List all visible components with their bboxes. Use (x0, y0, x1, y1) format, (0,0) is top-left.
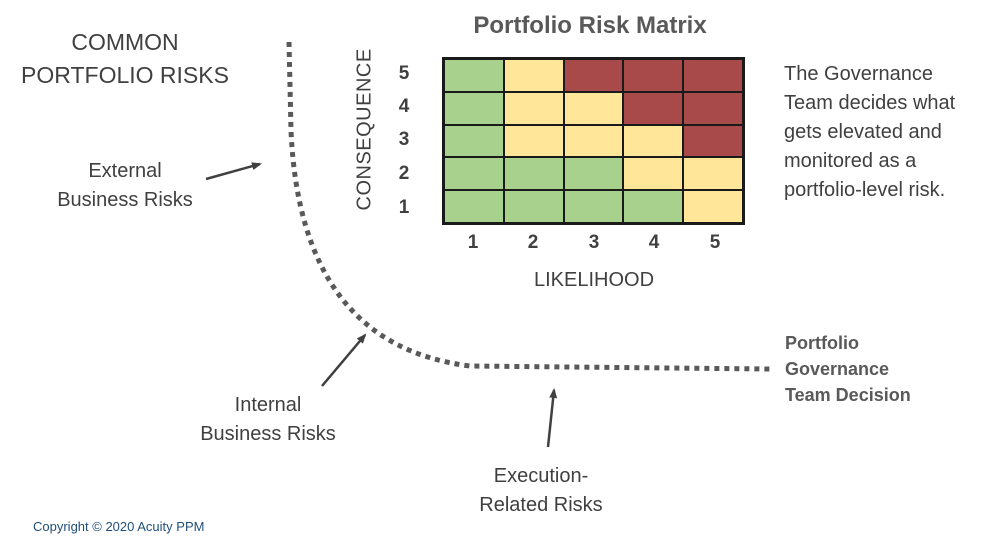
decision-line: Governance (785, 359, 890, 379)
risk-cell-low (444, 190, 504, 223)
decision-line: Portfolio (785, 333, 859, 353)
external-business-risks-label: External Business Risks (40, 157, 210, 215)
column-label: 2 (527, 232, 539, 253)
risk-cell-mid (563, 124, 624, 158)
column-label: 5 (709, 232, 721, 253)
note-line: gets elevated and (784, 121, 942, 143)
heading-line: PORTFOLIO RISKS (21, 62, 229, 88)
risk-cell-mid (503, 124, 564, 158)
row-label: 1 (398, 197, 410, 218)
label-line: Business Risks (57, 189, 193, 211)
note-line: monitored as a (784, 150, 917, 172)
risk-cell-mid (623, 124, 684, 158)
dotted-boundary-curve (286, 41, 771, 372)
label-line: Related Risks (479, 494, 603, 516)
risk-cell-low (444, 157, 504, 191)
row-label: 5 (398, 63, 410, 84)
label-line: Internal (234, 394, 302, 416)
column-label: 4 (648, 232, 660, 253)
governance-decision-label: Portfolio Governance Team Decision (785, 330, 985, 408)
risk-cell-low (563, 190, 624, 223)
risk-cell-low (563, 157, 624, 191)
execution-related-risks-label: Execution- Related Risks (456, 462, 626, 520)
note-line: Team decides what (784, 92, 956, 114)
likelihood-axis-label: LIKELIHOOD (533, 269, 655, 291)
note-line: portfolio-level risk. (784, 179, 946, 201)
risk-cell-low (623, 190, 684, 223)
risk-cell-mid (503, 91, 564, 125)
execution-arrow (546, 388, 558, 448)
common-risks-heading: COMMON PORTFOLIO RISKS (20, 26, 230, 92)
risk-cell-high (683, 59, 743, 92)
note-line: The Governance (784, 63, 933, 85)
external-arrow (205, 162, 262, 181)
risk-cell-high (563, 59, 624, 92)
label-line: Execution- (493, 465, 589, 487)
internal-business-risks-label: Internal Business Risks (183, 391, 353, 449)
consequence-axis-label: CONSEQUENCE (353, 48, 376, 211)
risk-cell-mid (563, 91, 624, 125)
row-label: 3 (398, 129, 410, 150)
heading-line: COMMON (71, 29, 179, 55)
risk-matrix-grid (442, 57, 745, 225)
risk-cell-high (683, 91, 743, 125)
copyright-notice: Copyright © 2020 Acuity PPM (33, 519, 205, 534)
label-line: External (88, 160, 162, 182)
risk-cell-high (623, 91, 684, 125)
risk-cell-low (444, 91, 504, 125)
risk-cell-mid (623, 157, 684, 191)
risk-cell-high (683, 124, 743, 158)
risk-cell-mid (683, 157, 743, 191)
risk-cell-low (444, 124, 504, 158)
row-label: 4 (398, 96, 410, 117)
decision-line: Team Decision (785, 385, 911, 405)
risk-cell-low (503, 190, 564, 223)
internal-arrow (321, 333, 367, 387)
risk-cell-mid (683, 190, 743, 223)
risk-cell-low (444, 59, 504, 92)
column-label: 1 (467, 232, 479, 253)
column-label: 3 (588, 232, 600, 253)
risk-cell-low (503, 157, 564, 191)
row-label: 2 (398, 163, 410, 184)
risk-cell-high (623, 59, 684, 92)
risk-cell-mid (503, 59, 564, 92)
label-line: Business Risks (200, 423, 336, 445)
matrix-title: Portfolio Risk Matrix (473, 12, 707, 39)
governance-note: The Governance Team decides what gets el… (784, 60, 994, 205)
